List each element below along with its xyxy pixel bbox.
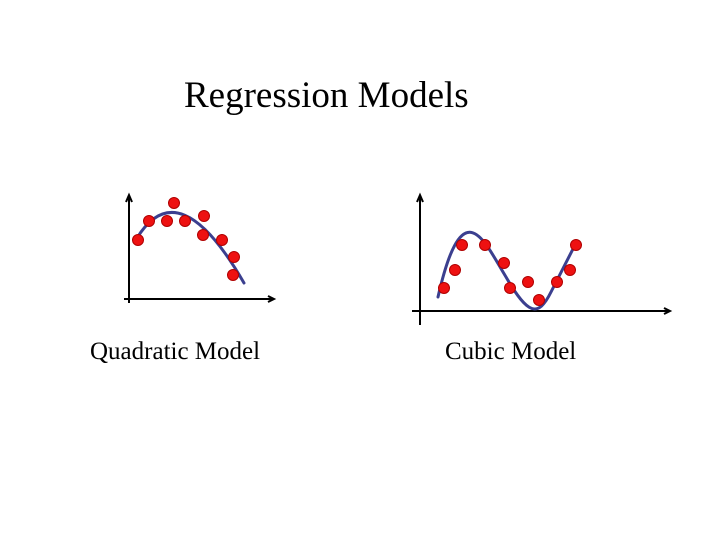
- slide-title: Regression Models: [184, 75, 469, 116]
- cubic-data-points: [438, 239, 582, 306]
- data-point: [179, 215, 191, 227]
- data-point: [522, 276, 534, 288]
- data-point: [161, 215, 173, 227]
- data-point: [533, 294, 545, 306]
- data-point: [227, 269, 239, 281]
- quadratic-x-arrow: [267, 295, 277, 303]
- quadratic-y-arrow: [125, 192, 133, 203]
- cubic-y-arrow: [416, 192, 424, 203]
- quadratic-data-points: [132, 197, 240, 281]
- data-point: [479, 239, 491, 251]
- data-point: [570, 239, 582, 251]
- cubic-panel: [412, 192, 673, 325]
- data-point: [197, 229, 209, 241]
- data-point: [216, 234, 228, 246]
- data-point: [143, 215, 155, 227]
- quadratic-axes: [124, 192, 277, 303]
- data-point: [504, 282, 516, 294]
- data-point: [449, 264, 461, 276]
- data-point: [456, 239, 468, 251]
- data-point: [228, 251, 240, 263]
- data-point: [132, 234, 144, 246]
- cubic-caption: Cubic Model: [445, 338, 577, 365]
- data-point: [498, 257, 510, 269]
- data-point: [564, 264, 576, 276]
- data-point: [551, 276, 563, 288]
- data-point: [198, 210, 210, 222]
- data-point: [438, 282, 450, 294]
- cubic-x-arrow: [663, 307, 673, 315]
- cubic-axes: [412, 192, 673, 325]
- cubic-fit-curve: [436, 230, 577, 311]
- quadratic-panel: [124, 192, 277, 303]
- data-point: [168, 197, 180, 209]
- quadratic-caption: Quadratic Model: [90, 338, 261, 365]
